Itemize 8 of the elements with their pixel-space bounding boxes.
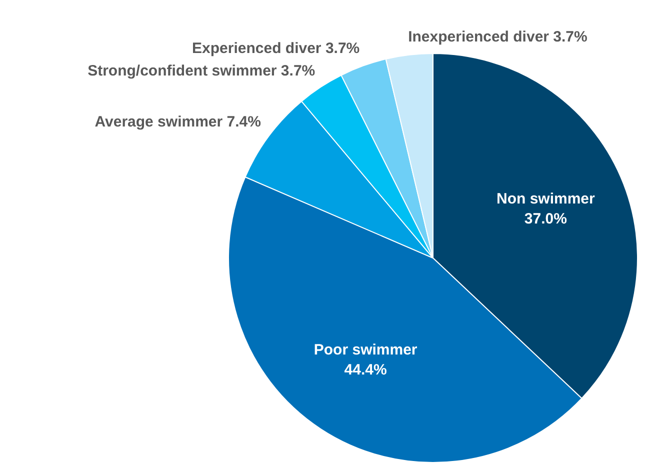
slice-label: Non swimmer (496, 190, 596, 208)
slice-label: Average swimmer 7.4% (94, 114, 261, 131)
slice-label: Strong/confident swimmer 3.7% (88, 62, 316, 80)
slice-label: Experienced diver 3.7% (192, 40, 360, 58)
data-label: 37.0% (524, 210, 567, 228)
slice-label: Poor swimmer (314, 342, 418, 359)
slice-label: Inexperienced diver 3.7% (408, 28, 588, 46)
data-label: 44.4% (344, 362, 387, 379)
